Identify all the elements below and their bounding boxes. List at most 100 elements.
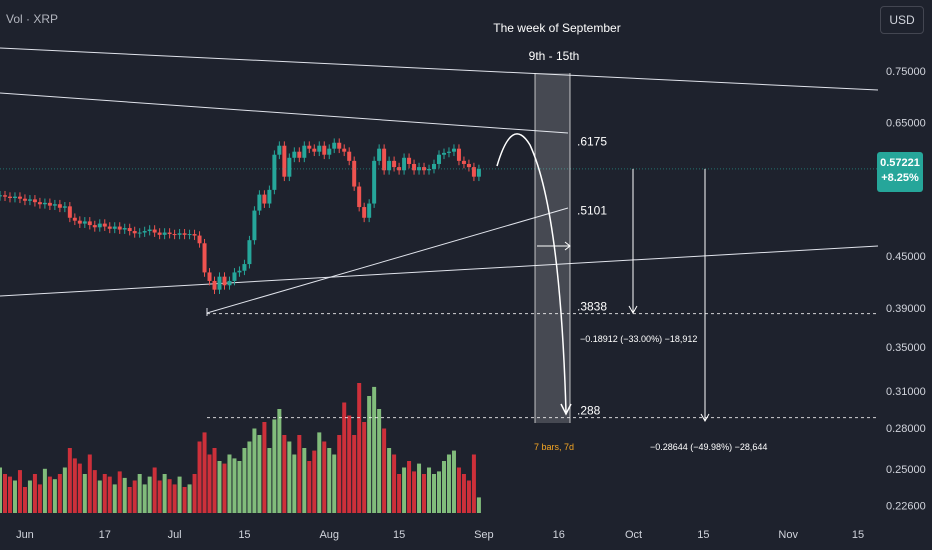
candle-body <box>22 198 27 201</box>
volume-bar <box>387 448 392 513</box>
volume-bar <box>357 383 362 513</box>
volume-bar <box>476 497 481 513</box>
candle-body <box>417 167 422 171</box>
candle-body <box>42 202 47 205</box>
upper-trendline <box>0 47 879 91</box>
candle-body <box>212 280 217 290</box>
volume-bar <box>397 474 402 513</box>
volume-bar <box>347 415 352 513</box>
x-tick-label: 15 <box>238 529 250 541</box>
measure-label-1: −0.18912 (−33.00%) −18,912 <box>580 334 697 344</box>
volume-bar <box>322 441 327 513</box>
currency-button[interactable]: USD <box>880 6 924 34</box>
volume-bar <box>327 448 332 513</box>
volume-bar <box>466 480 471 513</box>
candle-body <box>357 186 362 208</box>
candle-body <box>57 204 62 208</box>
candle-body <box>137 232 142 234</box>
candle-body <box>466 163 471 168</box>
volume-bar <box>37 484 42 513</box>
volume-bar <box>7 476 12 513</box>
candle-body <box>167 232 172 235</box>
volume-bar <box>377 409 382 513</box>
candle-body <box>317 145 322 152</box>
candle-body <box>107 226 112 229</box>
candle-body <box>72 217 77 221</box>
candle-body <box>27 199 32 201</box>
volume-bar <box>32 474 37 513</box>
candle-body <box>307 145 312 149</box>
candle-body <box>402 157 407 171</box>
volume-bar <box>456 467 461 513</box>
y-axis[interactable]: 0.75000 0.65000 0.45000 0.39000 0.35000 0.310… <box>886 66 926 513</box>
volume-bar <box>77 463 82 513</box>
last-price-change: +8.25% <box>881 172 919 184</box>
volume-bar <box>227 454 232 513</box>
lower-trendline <box>0 245 879 297</box>
volume-bar <box>297 435 302 513</box>
x-tick-label: Jun <box>16 529 34 541</box>
y-tick-label: 0.45000 <box>886 251 926 263</box>
volume-bar <box>461 474 466 513</box>
volume-bar <box>152 467 157 513</box>
volume-bar <box>337 435 342 513</box>
candle-body <box>172 234 177 236</box>
x-tick-label: Sep <box>474 529 494 541</box>
volume-bar <box>92 470 97 513</box>
candle-body <box>187 234 192 236</box>
volume-bar <box>352 435 357 513</box>
candle-body <box>456 148 461 161</box>
volume-bar <box>212 448 217 513</box>
annotations: .6175 .5101 .3838 .288 The week of September… <box>0 21 878 452</box>
volume-bar <box>102 474 107 513</box>
candle-body <box>342 148 347 152</box>
volume-bar <box>446 454 451 513</box>
last-price-value: 0.57221 <box>880 157 920 169</box>
candle-body <box>387 160 392 171</box>
volume-bar <box>362 422 367 513</box>
y-tick-label: 0.65000 <box>886 118 926 130</box>
candle-body <box>232 272 237 281</box>
volume-bar <box>262 422 267 513</box>
volume-bar <box>307 461 312 513</box>
volume-bar <box>407 461 412 513</box>
projection-curve <box>496 133 567 413</box>
week-title: The week of September <box>493 21 620 35</box>
candle-body <box>257 194 262 211</box>
candle-body <box>92 225 97 228</box>
level-label-1: .6175 <box>577 134 607 148</box>
candle-body <box>147 229 152 232</box>
x-tick-label: 16 <box>553 529 565 541</box>
last-price-tag: 0.57221 +8.25% <box>877 152 923 192</box>
bars-count-label: 7 bars, 7d <box>534 442 574 452</box>
y-tick-label: 0.35000 <box>886 342 926 354</box>
candle-body <box>0 195 2 197</box>
candle-body <box>287 157 292 177</box>
level-label-2: .5101 <box>577 204 607 218</box>
candle-body <box>277 145 282 155</box>
volume-bar <box>162 474 167 513</box>
candle-body <box>122 228 127 230</box>
volume-bar <box>277 409 282 513</box>
volume-bar <box>112 484 117 513</box>
candle-body <box>451 148 456 152</box>
candle-body <box>422 167 427 171</box>
volume-bar <box>2 474 7 513</box>
x-tick-label: Oct <box>625 529 642 541</box>
y-tick-label: 0.39000 <box>886 303 926 315</box>
x-tick-label: 17 <box>99 529 111 541</box>
candle-body <box>102 223 107 227</box>
volume-bar <box>0 467 2 513</box>
candle-body <box>377 148 382 161</box>
volume-bar <box>451 450 456 513</box>
descending-trendline <box>0 92 569 134</box>
candle-body <box>192 234 197 236</box>
x-axis[interactable]: Jun 17 Jul 15 Aug 15 Sep 16 Oct 15 Nov 15 <box>16 529 864 541</box>
volume-bar <box>122 477 127 513</box>
candle-body <box>62 206 67 208</box>
measure-arrowhead-2 <box>700 413 710 423</box>
volume-bar <box>367 396 372 513</box>
candle-body <box>112 226 117 229</box>
candle-body <box>197 235 202 244</box>
